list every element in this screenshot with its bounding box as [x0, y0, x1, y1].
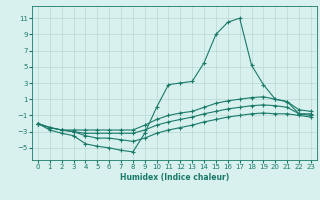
X-axis label: Humidex (Indice chaleur): Humidex (Indice chaleur) — [120, 173, 229, 182]
